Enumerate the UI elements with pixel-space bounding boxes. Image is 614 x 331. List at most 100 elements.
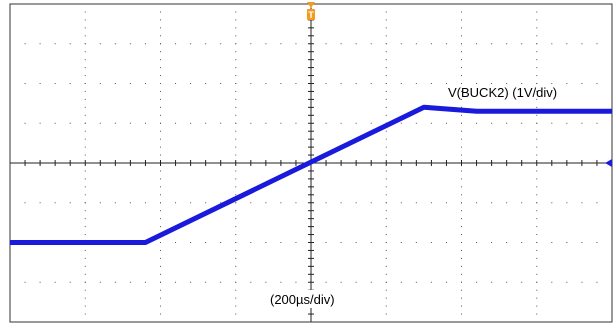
grid-dot [536, 273, 538, 275]
grid-dot [235, 170, 237, 172]
grid-dot [84, 265, 86, 267]
grid-dot [190, 202, 192, 204]
grid-dot [445, 122, 447, 124]
grid-dot [84, 130, 86, 132]
grid-dot [536, 297, 538, 299]
grid-dot [355, 242, 357, 243]
grid-dot [160, 59, 161, 61]
grid-dot [461, 289, 462, 291]
grid-dot [461, 170, 462, 172]
grid-dot [491, 43, 493, 45]
grid-dot [536, 146, 538, 148]
grid-dot [220, 202, 222, 204]
grid-dot [39, 122, 41, 124]
grid-dot [461, 114, 462, 116]
grid-dot [581, 281, 583, 283]
grid-dot [385, 43, 387, 45]
grid-dot [160, 106, 161, 108]
grid-dot [160, 289, 161, 291]
grid-dot [160, 249, 161, 251]
grid-dot [220, 242, 222, 243]
grid-dot [250, 83, 252, 84]
trigger-marker: T [307, 2, 315, 20]
grid-dot [385, 138, 387, 140]
grid-dot [84, 154, 86, 156]
grid-dot [84, 98, 86, 100]
grid-dot [54, 202, 56, 204]
grid-dot [235, 67, 237, 69]
grid-dot [536, 202, 538, 204]
grid-dot [506, 281, 508, 283]
grid-dot [521, 83, 523, 84]
grid-dot [596, 281, 598, 283]
grid-dot [250, 281, 252, 283]
grid-dot [461, 297, 462, 299]
grid-dot [461, 313, 462, 315]
grid-dot [385, 186, 387, 188]
grid-dot [84, 138, 86, 140]
grid-dot [265, 83, 267, 84]
grid-dot [235, 202, 237, 204]
grid-dot [250, 43, 252, 45]
grid-dot [265, 242, 267, 243]
grid-dot [551, 242, 553, 243]
grid-dot [84, 226, 86, 228]
grid-dot [461, 27, 462, 29]
grid-dot [69, 83, 71, 84]
grid-dot [160, 186, 161, 188]
grid-dot [461, 90, 462, 92]
grid-dot [461, 51, 462, 53]
grid-dot [476, 83, 478, 84]
grid-dot [144, 43, 146, 45]
grid-dot [385, 170, 387, 172]
grid-dot [385, 130, 387, 132]
grid-dot [84, 43, 86, 45]
grid-dot [175, 281, 177, 283]
grid-dot [129, 281, 131, 283]
grid-dot [461, 35, 462, 37]
grid-dot [325, 281, 327, 283]
grid-dot [235, 178, 237, 180]
grid-dot [84, 11, 86, 13]
grid-dot [99, 43, 101, 45]
grid-dot [551, 83, 553, 84]
grid-dot [400, 281, 402, 283]
grid-dot [566, 83, 568, 84]
grid-dot [190, 122, 192, 124]
grid-dot [461, 249, 462, 251]
grid-dot [84, 122, 86, 124]
grid-dot [536, 138, 538, 140]
grid-dot [235, 90, 237, 92]
grid-dot [461, 146, 462, 148]
grid-dot [536, 114, 538, 116]
grid-dot [385, 59, 387, 61]
grid-dot [536, 289, 538, 291]
grid-dot [521, 122, 523, 124]
grid-dot [235, 11, 237, 13]
grid-dot [235, 226, 237, 228]
grid-dot [400, 202, 402, 204]
grid-dot [325, 242, 327, 243]
grid-dot [430, 122, 432, 124]
grid-dot [551, 43, 553, 45]
grid-dot [205, 202, 207, 204]
grid-dot [235, 154, 237, 156]
grid-dot [521, 242, 523, 243]
grid-dot [160, 281, 161, 283]
grid-dot [235, 146, 237, 148]
grid-dot [385, 218, 387, 220]
grid-dot [99, 122, 101, 124]
grid-dot [385, 51, 387, 53]
grid-dot [385, 289, 387, 291]
grid-dot [235, 273, 237, 275]
grid-dot [160, 202, 161, 204]
grid-dot [160, 265, 161, 267]
grid-dot [536, 51, 538, 53]
grid-dot [265, 202, 267, 204]
grid-dot [160, 210, 161, 212]
grid-dot [536, 122, 538, 124]
grid-dot [160, 83, 161, 84]
grid-dot [596, 242, 598, 243]
grid-dot [385, 146, 387, 148]
grid-dot [461, 154, 462, 156]
